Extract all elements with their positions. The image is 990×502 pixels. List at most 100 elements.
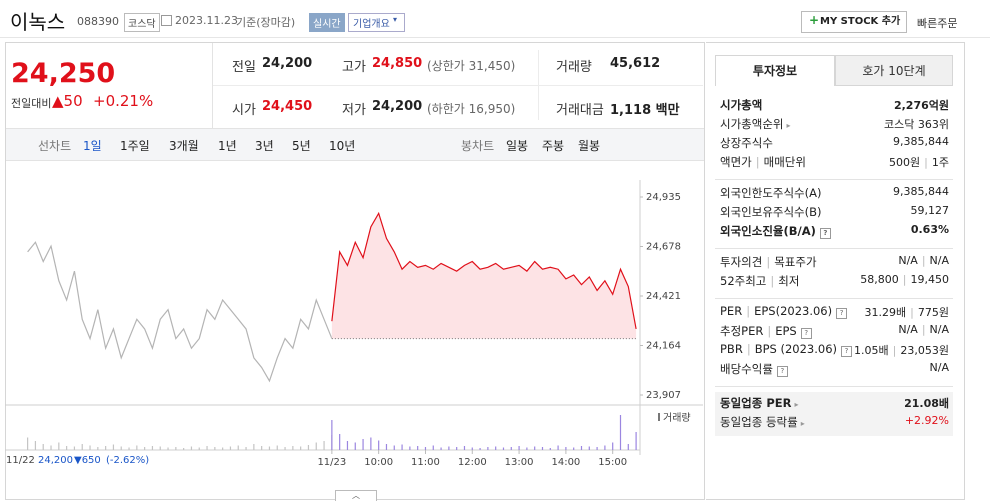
row-value: N/A [898, 323, 918, 336]
row-label: 투자의견 [720, 255, 763, 269]
line-chart-label: 선차트 [38, 139, 72, 153]
volume-bar [573, 447, 575, 450]
volume-bar [331, 420, 333, 450]
volume-bar [167, 447, 169, 450]
period-tab[interactable]: 1주일 [120, 139, 150, 153]
separator: | [746, 304, 751, 318]
x-tick-label: 12:00 [458, 457, 487, 468]
arrow-icon: ▸ [786, 121, 791, 130]
volume-bar [276, 445, 278, 450]
separator: | [767, 324, 772, 338]
change: ▲50 [52, 92, 83, 110]
help-icon[interactable]: ? [776, 366, 788, 377]
section-divider [715, 386, 953, 387]
row-label: 배당수익률 [720, 362, 773, 376]
period-tab[interactable]: 1일 [83, 139, 102, 153]
volume-bar [253, 444, 255, 450]
candle-tab[interactable]: 주봉 [542, 139, 565, 153]
row-values: 0.63% [911, 223, 949, 236]
row-value: 0.63% [910, 223, 949, 236]
row-value: 31.29배 [864, 306, 907, 319]
row-label: 외국인소진율(B/A) [720, 224, 816, 238]
volume-bar [526, 447, 528, 450]
area [331, 213, 637, 339]
row-label: 상장주식수 [720, 136, 773, 150]
row-value: 775원 [917, 306, 949, 319]
row-value: N/A [929, 323, 949, 336]
info-tab[interactable]: 투자정보 [715, 55, 835, 86]
peer-box [715, 392, 953, 436]
right-panel [706, 42, 965, 500]
volume-bar [495, 446, 497, 450]
company-info[interactable]: 기업개요 [348, 13, 405, 32]
price-line [27, 241, 333, 383]
volume-bar [432, 445, 434, 450]
change-label: 전일대비 [11, 97, 52, 110]
change-rate: +0.21% [93, 92, 154, 110]
volume-bar [346, 441, 349, 450]
row-values: 31.29배 | 775원 [865, 304, 949, 320]
volume-bar [268, 446, 271, 450]
volume-bar [424, 447, 427, 450]
volume-bar [159, 446, 161, 450]
candle-tab[interactable]: 월봉 [578, 139, 601, 153]
period-tab[interactable]: 1년 [218, 139, 237, 153]
summary-label: 고가 [342, 60, 366, 75]
period-tab[interactable]: 10년 [329, 139, 356, 153]
separator: | [921, 254, 926, 267]
volume-bar [222, 447, 224, 450]
my-stock-button[interactable]: MY STOCK 추가 [801, 11, 908, 33]
help-icon[interactable]: ? [841, 346, 853, 357]
plus-icon: + [809, 13, 820, 27]
help-icon[interactable]: ? [800, 328, 812, 339]
row-label: 추정PER [720, 324, 764, 338]
help-icon[interactable]: ? [819, 228, 831, 239]
x-tick-label: 15:00 [598, 457, 627, 468]
row-values: 2,276억원 [894, 97, 949, 113]
row-labels: 투자의견 | 목표주가 [720, 254, 817, 270]
period-tab[interactable]: 3개월 [169, 139, 199, 153]
row-labels: PER | EPS(2023.06)? [720, 304, 848, 319]
market-badge: 코스닥 [124, 13, 160, 32]
volume-bar [73, 446, 76, 450]
separator: | [910, 306, 914, 319]
row-label: 동일업종 등락률 [720, 415, 798, 429]
help-icon[interactable]: ? [836, 308, 848, 319]
summary-value: 24,200 [372, 99, 423, 114]
summary-label: 저가 [342, 103, 366, 118]
row-label: 외국인보유주식수(B) [720, 205, 822, 219]
volume-bar [487, 447, 489, 450]
volume-bar [97, 447, 99, 450]
row-labels: 외국인소진율(B/A)? [720, 223, 831, 239]
volume-bar [409, 446, 411, 450]
volume-bar [619, 415, 622, 450]
collapse-button[interactable]: ︿ [335, 490, 377, 501]
date: 2023.11.23 [175, 14, 238, 27]
volume-bar [300, 446, 302, 450]
info-tab[interactable]: 호가 10단계 [835, 55, 953, 86]
stock-code: 088390 [77, 15, 119, 28]
arrow-icon: ▸ [800, 419, 805, 428]
realtime-badge[interactable]: 실시간 [309, 13, 345, 32]
summary-note: (하한가 16,950) [427, 102, 516, 116]
row-label: 최저 [778, 274, 800, 288]
summary-label: 거래량 [556, 60, 592, 75]
candle-tab[interactable]: 일봉 [506, 139, 529, 153]
volume-bar [198, 447, 200, 450]
volume-bar [549, 448, 551, 450]
row-value: 21.08배 [904, 397, 949, 410]
prev-close: 24,200 [38, 455, 73, 466]
volume-bar [66, 446, 68, 450]
row-labels: 시가총액순위 ▸ [720, 116, 791, 132]
candle-chart-label: 봉차트 [461, 139, 495, 153]
period-tab[interactable]: 5년 [292, 139, 311, 153]
volume-bar [502, 447, 505, 450]
volume-bar [557, 445, 559, 450]
quick-order[interactable]: 빠른주문 [917, 17, 958, 30]
period-tab[interactable]: 3년 [255, 139, 274, 153]
volume-bar [42, 444, 44, 450]
x-tick-label: 11/23 [317, 457, 346, 468]
volume-bar [534, 446, 536, 450]
volume-bar [27, 437, 29, 450]
